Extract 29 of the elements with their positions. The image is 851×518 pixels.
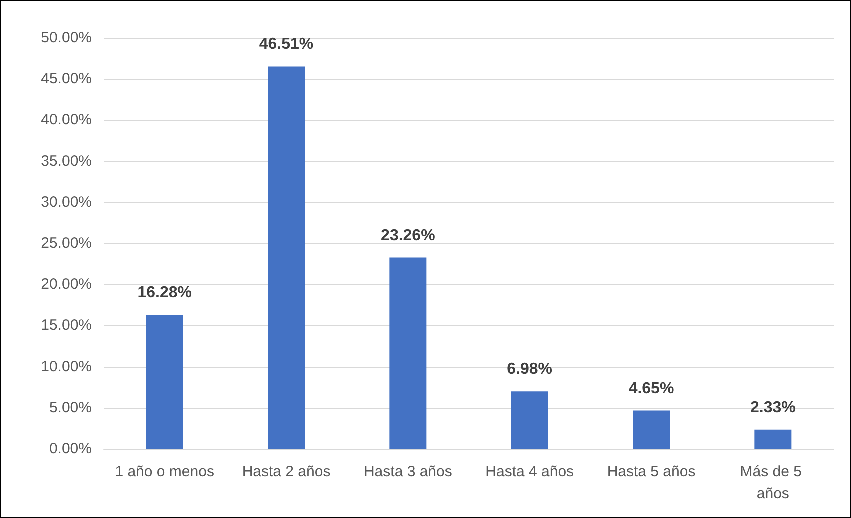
y-tick-label: 5.00% [49, 399, 92, 416]
data-label: 16.28% [138, 284, 192, 302]
data-label: 23.26% [381, 227, 436, 244]
bar [390, 258, 427, 449]
bar [754, 430, 792, 449]
y-tick-label: 10.00% [41, 358, 92, 376]
y-tick-label: 50.00% [41, 30, 92, 46]
bar [633, 410, 670, 449]
y-tick-label: 15.00% [41, 317, 92, 334]
x-tick-label: Hasta 2 años [242, 464, 331, 480]
bar [146, 315, 184, 449]
data-label: 6.98% [507, 361, 553, 378]
y-tick-label: 35.00% [41, 152, 92, 170]
x-tick-label: Hasta 3 años [364, 464, 452, 480]
x-tick-label: Hasta 4 años [486, 464, 574, 480]
bar [268, 66, 305, 449]
y-tick-label: 0.00% [49, 440, 92, 458]
x-tick-label: 1 año o menos [115, 464, 214, 480]
bar [511, 392, 548, 449]
y-tick-label: 40.00% [41, 112, 92, 129]
y-tick-label: 30.00% [41, 194, 92, 211]
x-tick-label: Más de 5 años [740, 464, 806, 502]
y-tick-label: 45.00% [41, 70, 92, 88]
x-tick-label: Hasta 5 años [607, 464, 696, 480]
data-label: 2.33% [750, 399, 796, 416]
y-tick-label: 20.00% [41, 276, 92, 294]
data-label: 46.51% [259, 36, 314, 54]
data-label: 4.65% [628, 380, 674, 398]
y-tick-label: 25.00% [41, 235, 92, 252]
